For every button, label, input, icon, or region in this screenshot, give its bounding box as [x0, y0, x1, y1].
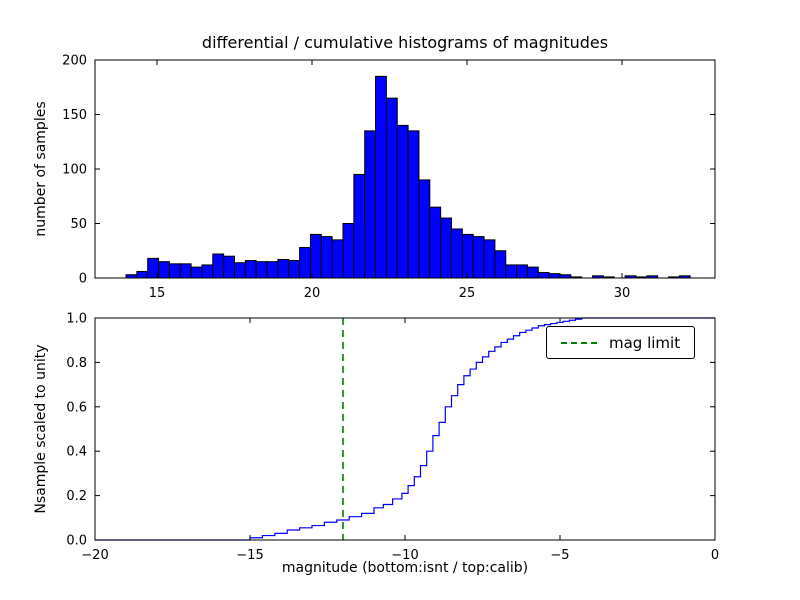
svg-text:0: 0 [79, 272, 87, 287]
chart-title: differential / cumulative histograms of … [201, 33, 609, 52]
top-plot-ticks: 15 20 25 30 0 50 100 150 200 [62, 54, 715, 301]
svg-text:1.0: 1.0 [66, 312, 87, 327]
svg-text:200: 200 [62, 54, 87, 69]
svg-text:0.6: 0.6 [66, 400, 87, 415]
svg-text:0.8: 0.8 [66, 356, 87, 371]
svg-text:0.0: 0.0 [66, 534, 87, 549]
svg-text:−5: −5 [550, 548, 569, 563]
svg-text:−15: −15 [236, 548, 263, 563]
dashed-line-sample [561, 341, 597, 344]
bottom-ylabel: Nsample scaled to unity [33, 344, 49, 514]
svg-text:−20: −20 [81, 548, 108, 563]
svg-text:20: 20 [304, 286, 321, 301]
svg-text:−10: −10 [391, 548, 418, 563]
top-ylabel: number of samples [33, 101, 49, 237]
bottom-plot-ticks: −20 −15 −10 −5 0 0.0 0.2 0.4 0.6 0.8 1.0 [66, 312, 719, 564]
svg-text:150: 150 [62, 108, 87, 123]
svg-text:50: 50 [70, 217, 87, 232]
svg-text:25: 25 [459, 286, 476, 301]
svg-text:15: 15 [149, 286, 166, 301]
cumulative-curve [95, 317, 715, 541]
svg-text:0.4: 0.4 [66, 445, 87, 460]
svg-text:30: 30 [614, 286, 631, 301]
bottom-xlabel: magnitude (bottom:isnt / top:calib) [281, 560, 529, 576]
legend-label: mag limit [609, 333, 681, 352]
svg-text:0.2: 0.2 [66, 489, 87, 504]
histogram-bars [125, 75, 691, 279]
svg-text:100: 100 [62, 163, 87, 178]
svg-text:0: 0 [711, 548, 719, 563]
legend: mag limit [546, 326, 696, 359]
